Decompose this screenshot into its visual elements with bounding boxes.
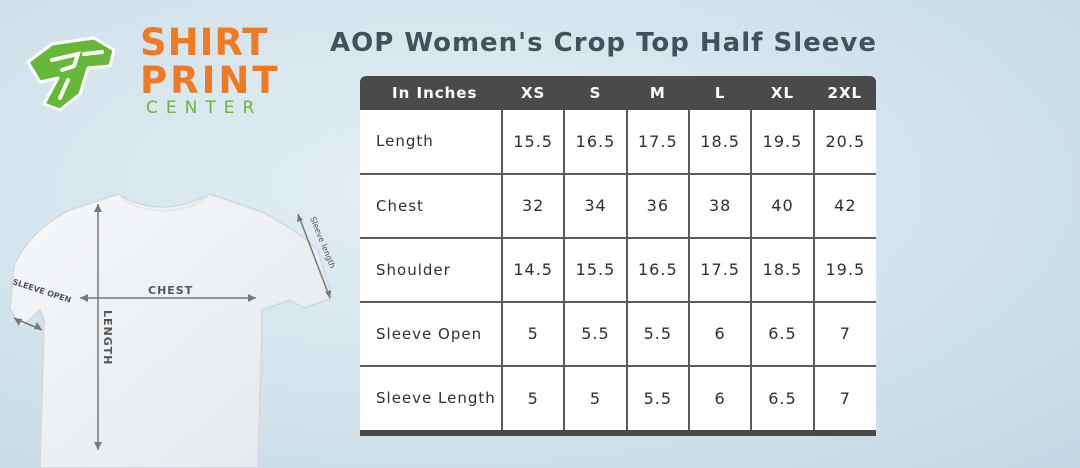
table-cell: 5 <box>500 365 566 430</box>
table-cell: 5.5 <box>625 301 690 367</box>
row-label: Length <box>360 110 503 175</box>
table-cell: 5 <box>563 365 628 430</box>
crop-top-diagram: CHEST LENGTH SLEEVE OPEN Sleeve length <box>0 180 345 468</box>
table-cell: 15.5 <box>563 237 628 303</box>
table-cell: 18.5 <box>687 110 753 175</box>
row-label: Sleeve Open <box>360 301 503 367</box>
table-cell: 6 <box>687 301 753 367</box>
table-cell: 5 <box>500 301 566 367</box>
table-cell: 17.5 <box>625 110 690 175</box>
header-size-l: L <box>714 83 726 102</box>
size-chart-table: In Inches XS S M L XL 2XL Length 15.5 16… <box>360 76 876 436</box>
product-title: AOP Women's Crop Top Half Sleeve <box>330 28 877 58</box>
table-cell: 19.5 <box>750 110 815 175</box>
shirt-print-logo-icon <box>26 36 116 112</box>
table-cell: 34 <box>563 173 628 239</box>
table-row-chest: Chest 32 34 36 38 40 42 <box>360 173 876 239</box>
table-cell: 6.5 <box>750 365 815 430</box>
table-cell: 6.5 <box>750 301 815 367</box>
length-label: LENGTH <box>101 310 114 365</box>
brand-logo: SHIRT PRINT CENTER <box>22 24 282 124</box>
table-cell: 40 <box>750 173 815 239</box>
logo-text-center: CENTER <box>146 98 263 118</box>
table-cell: 36 <box>625 173 690 239</box>
logo-text-shirt: SHIRT <box>140 21 269 64</box>
table-cell: 17.5 <box>687 237 753 303</box>
row-label: Shoulder <box>360 237 503 303</box>
crop-top-shape <box>9 193 333 468</box>
header-size-s: S <box>589 83 602 102</box>
table-cell: 7 <box>812 365 876 430</box>
table-row-sleeve-open: Sleeve Open 5 5.5 5.5 6 6.5 7 <box>360 301 876 367</box>
table-cell: 18.5 <box>750 237 815 303</box>
table-row-sleeve-length: Sleeve Length 5 5 5.5 6 6.5 7 <box>360 365 876 430</box>
table-cell: 42 <box>812 173 876 239</box>
table-cell: 14.5 <box>500 237 566 303</box>
table-cell: 6 <box>687 365 753 430</box>
table-cell: 5.5 <box>563 301 628 367</box>
row-label: Sleeve Length <box>360 365 503 430</box>
table-header-row: In Inches XS S M L XL 2XL <box>360 76 876 110</box>
row-label: Chest <box>360 173 503 239</box>
table-cell: 16.5 <box>625 237 690 303</box>
header-size-xs: XS <box>520 83 546 102</box>
header-size-xl: XL <box>770 83 795 102</box>
table-cell: 15.5 <box>500 110 566 175</box>
table-cell: 5.5 <box>625 365 690 430</box>
table-row-shoulder: Shoulder 14.5 15.5 16.5 17.5 18.5 19.5 <box>360 237 876 303</box>
table-cell: 32 <box>500 173 566 239</box>
header-size-2xl: 2XL <box>827 83 863 102</box>
table-cell: 16.5 <box>563 110 628 175</box>
table-cell: 38 <box>687 173 753 239</box>
chest-label: CHEST <box>148 284 193 297</box>
table-cell: 7 <box>812 301 876 367</box>
table-row-length: Length 15.5 16.5 17.5 18.5 19.5 20.5 <box>360 110 876 175</box>
header-size-m: M <box>649 83 666 102</box>
logo-text-print: PRINT <box>140 59 281 102</box>
table-cell: 20.5 <box>812 110 876 175</box>
table-cell: 19.5 <box>812 237 876 303</box>
header-in-inches: In Inches <box>392 83 478 102</box>
